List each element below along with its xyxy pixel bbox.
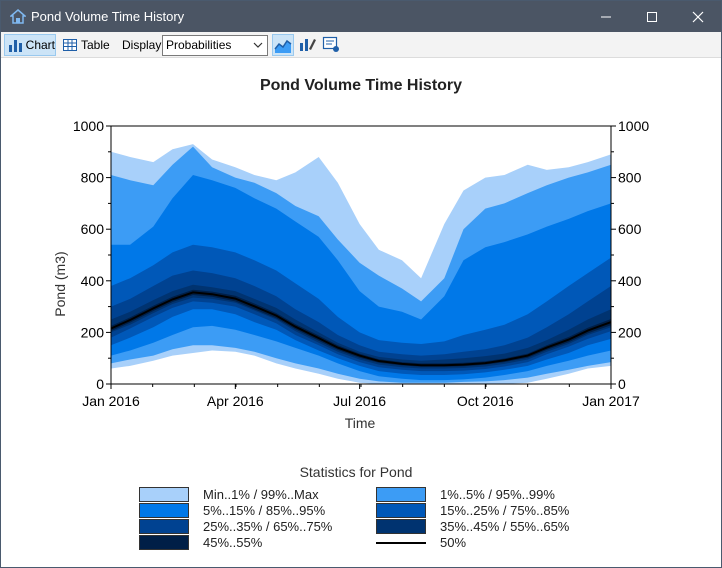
y-tick-label-left: 600 bbox=[81, 221, 105, 237]
maximize-button[interactable] bbox=[629, 1, 675, 32]
chart-settings-icon bbox=[322, 36, 339, 52]
table-view-button[interactable]: Table bbox=[60, 34, 112, 56]
area-chart-icon bbox=[274, 39, 292, 53]
y-tick-label-right: 800 bbox=[618, 170, 642, 186]
y-tick-label-left: 0 bbox=[96, 376, 104, 392]
legend-label: 15%..25% / 75%..85% bbox=[440, 503, 570, 518]
y-tick-label-left: 400 bbox=[81, 273, 105, 289]
legend-label: 1%..5% / 95%..99% bbox=[440, 487, 555, 502]
chevron-down-icon bbox=[252, 36, 264, 61]
x-tick-label: Jan 2017 bbox=[582, 393, 640, 409]
close-icon bbox=[692, 11, 704, 22]
app-icon bbox=[10, 9, 26, 24]
y-tick-label-left: 200 bbox=[81, 324, 105, 340]
legend-swatch bbox=[139, 503, 189, 518]
display-label: Display: bbox=[122, 38, 165, 52]
bands-layer bbox=[110, 144, 612, 384]
toolbar: Chart Table Display: Probabilities bbox=[1, 32, 721, 58]
median-line bbox=[110, 291, 612, 367]
y-tick-label-right: 400 bbox=[618, 273, 642, 289]
chart-settings-button[interactable] bbox=[321, 34, 343, 56]
legend-label: 5%..15% / 85%..95% bbox=[203, 503, 326, 518]
y-tick-label-left: 1000 bbox=[73, 118, 104, 134]
band-series-2 bbox=[111, 175, 611, 381]
legend-label: 50% bbox=[440, 535, 466, 550]
y-tick-label-right: 1000 bbox=[618, 118, 649, 134]
legend: Min..1% / 99%..Max 1%..5% / 95%..99% 5%..1… bbox=[139, 487, 570, 550]
y-axis-label: Pond (m3) bbox=[52, 251, 68, 316]
legend-label: 25%..35% / 65%..75% bbox=[203, 519, 333, 534]
window-title: Pond Volume Time History bbox=[31, 9, 185, 24]
chart-view-label: Chart bbox=[25, 38, 55, 52]
minimize-button[interactable] bbox=[583, 1, 629, 32]
table-view-label: Table bbox=[81, 38, 110, 52]
legend-swatch bbox=[139, 487, 189, 502]
legend-title: Statistics for Pond bbox=[300, 464, 413, 480]
bar-chart-icon bbox=[9, 40, 22, 52]
chart-properties-button[interactable] bbox=[297, 34, 319, 56]
x-tick-label: Oct 2016 bbox=[457, 393, 514, 409]
x-axis-label: Time bbox=[345, 415, 376, 431]
legend-swatch bbox=[376, 503, 426, 518]
legend-label: Min..1% / 99%..Max bbox=[203, 487, 319, 502]
chart-edit-icon bbox=[300, 39, 316, 51]
legend-label: 35%..45% / 55%..65% bbox=[440, 519, 570, 534]
y-tick-label-left: 800 bbox=[81, 170, 105, 186]
title-bar[interactable]: Pond Volume Time History bbox=[1, 1, 721, 32]
legend-label: 45%..55% bbox=[203, 535, 263, 550]
legend-swatch bbox=[376, 519, 426, 534]
y-tick-label-right: 600 bbox=[618, 221, 642, 237]
legend-swatch bbox=[376, 487, 426, 502]
display-selected-value: Probabilities bbox=[166, 38, 232, 52]
close-button[interactable] bbox=[675, 1, 721, 32]
chart-area: Pond Volume Time History 0 0 200 200 400 400 6… bbox=[1, 59, 721, 567]
band-series-3 bbox=[111, 244, 611, 375]
x-tick-label: Jul 2016 bbox=[333, 393, 386, 409]
chart-style-button[interactable] bbox=[272, 34, 294, 56]
y-tick-label-right: 0 bbox=[618, 376, 626, 392]
table-icon bbox=[63, 39, 77, 51]
axes-layer: 0 0 200 200 400 400 600 600 800 800 1000 1000 Jan 20… bbox=[73, 118, 650, 409]
y-tick-label-right: 200 bbox=[618, 324, 642, 340]
chart-view-button[interactable]: Chart bbox=[4, 34, 56, 56]
display-dropdown[interactable]: Probabilities bbox=[162, 35, 268, 56]
maximize-icon bbox=[647, 11, 657, 22]
x-tick-label: Jan 2016 bbox=[82, 393, 140, 409]
chart-svg: Pond Volume Time History 0 0 200 200 400 400 6… bbox=[52, 77, 650, 550]
chart-title: Pond Volume Time History bbox=[260, 77, 462, 94]
legend-swatch bbox=[139, 519, 189, 534]
legend-swatch bbox=[139, 535, 189, 550]
minimize-icon bbox=[601, 16, 611, 17]
x-tick-label: Apr 2016 bbox=[207, 393, 264, 409]
